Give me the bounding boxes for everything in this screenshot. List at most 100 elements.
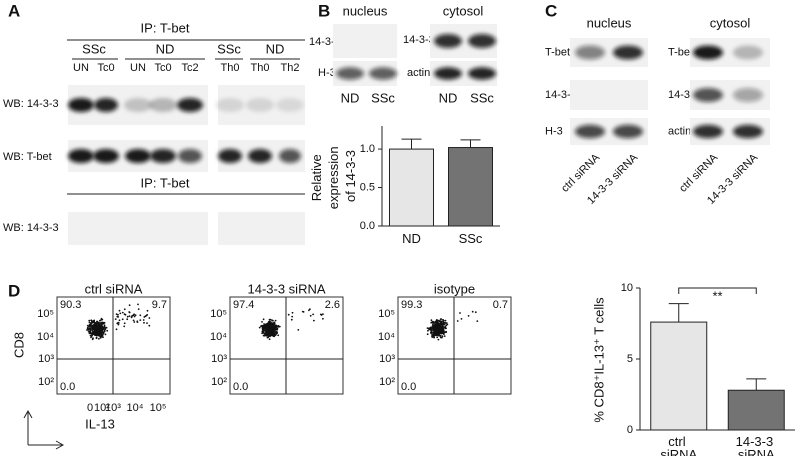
dot: [100, 333, 103, 336]
dot: [427, 329, 429, 332]
dot: [87, 328, 90, 331]
dot: [117, 322, 120, 324]
dot: [434, 326, 436, 329]
dot: [456, 320, 459, 322]
label: nucleus: [587, 15, 632, 30]
blot-band: [125, 149, 151, 163]
dot: [143, 321, 145, 324]
dot: [432, 331, 435, 334]
dot: [94, 329, 97, 332]
x-tick-label: 10⁴: [127, 402, 144, 414]
panel-label: C: [545, 1, 557, 20]
dot: [426, 327, 429, 329]
label: nucleus: [343, 3, 388, 18]
blot-band: [336, 67, 364, 80]
dot: [476, 320, 479, 322]
dot: [430, 327, 433, 329]
dot: [115, 313, 118, 315]
dot: [95, 336, 98, 339]
dot: [441, 328, 443, 331]
dot: [94, 331, 97, 334]
dot: [142, 319, 145, 321]
label: ND: [156, 41, 175, 56]
dot: [101, 323, 104, 325]
dot: [144, 315, 147, 318]
dot: [148, 317, 151, 319]
dot-cloud: [426, 310, 479, 341]
label: Tc2: [181, 62, 198, 74]
dot: [309, 314, 312, 317]
blot-band: [693, 88, 723, 102]
dot: [94, 327, 97, 329]
dot: [441, 330, 443, 332]
y-tick-label: 5: [627, 353, 633, 365]
dot: [126, 318, 129, 321]
blot-band: [178, 149, 202, 163]
label: WB: 14-3-3: [3, 222, 59, 234]
dot: [132, 319, 135, 322]
label: SSc: [371, 90, 395, 105]
blot: [68, 212, 208, 245]
dot: [86, 326, 89, 329]
label: UN: [130, 62, 146, 74]
dot: [439, 326, 441, 328]
dot: [96, 330, 99, 333]
dot: [118, 319, 121, 322]
dot: [89, 334, 92, 337]
dot: [90, 326, 93, 328]
dot: [263, 325, 265, 328]
blot-band: [177, 98, 203, 112]
label: ND: [341, 90, 360, 105]
dot: [123, 308, 126, 311]
dot: [439, 319, 441, 322]
blot-band: [218, 149, 242, 163]
dot: [439, 334, 442, 337]
dot: [271, 331, 273, 334]
dot: [261, 321, 263, 323]
dot: [139, 319, 142, 321]
panel-label: B: [318, 1, 330, 20]
label: actin: [668, 125, 691, 137]
dot: [103, 324, 106, 327]
dot: [117, 316, 120, 318]
dot: [271, 319, 273, 322]
dot: [278, 325, 281, 328]
panel-label: D: [8, 281, 20, 300]
x-tick-label: ctrl siRNA: [660, 434, 697, 456]
blot-band: [68, 149, 94, 163]
label: 14-3-3 siRNA: [247, 281, 325, 296]
dot: [104, 327, 106, 329]
dot: [271, 327, 274, 330]
dot: [115, 328, 118, 331]
dot: [442, 332, 445, 335]
quadrant-value: 0.0: [60, 381, 75, 393]
dot: [88, 319, 91, 322]
dot: [435, 319, 438, 321]
y-tick-label: 10²: [211, 376, 227, 388]
dot: [435, 329, 438, 332]
dot: [273, 326, 276, 329]
dot: [146, 322, 148, 324]
dot: [128, 311, 131, 314]
dot: [97, 327, 100, 330]
dot: [322, 313, 324, 315]
dot: [444, 327, 447, 330]
dot: [267, 327, 270, 330]
dot: [104, 333, 107, 336]
y-tick-label: 10⁵: [210, 308, 227, 320]
label: WB: 14-3-3: [3, 98, 59, 110]
dot: [269, 331, 272, 334]
label: cytosol: [710, 15, 751, 30]
dot: [116, 322, 119, 325]
dot: [123, 322, 126, 325]
dot: [269, 324, 272, 327]
dot: [444, 331, 447, 334]
dot: [442, 321, 445, 324]
dot: [436, 332, 438, 334]
label: H-3: [545, 125, 563, 137]
blot-band: [575, 45, 605, 60]
dot: [124, 313, 127, 316]
dot: [117, 313, 119, 316]
dot: [121, 318, 124, 321]
dot: [130, 316, 133, 319]
